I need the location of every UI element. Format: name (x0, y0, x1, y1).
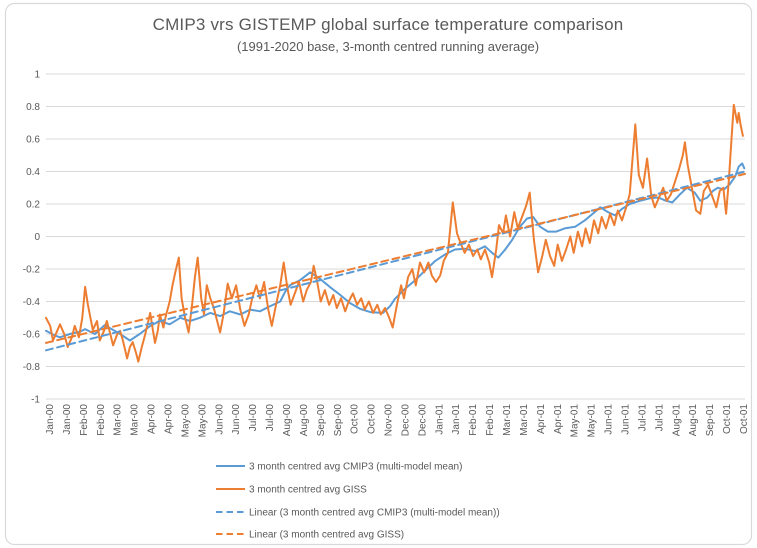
x-tick-label: Sep-00 (316, 404, 327, 437)
y-tick-label: 0.6 (26, 135, 40, 146)
x-tick-label: Jun-00 (214, 404, 225, 435)
x-tick-label: Oct-01 (722, 404, 733, 434)
x-tick-label: Jul-00 (248, 404, 259, 432)
x-tick-label: Sep-01 (705, 404, 716, 437)
y-tick-label: 0 (34, 232, 40, 243)
x-tick-label: Mar-00 (130, 404, 141, 436)
x-tick-label: Nov-00 (384, 404, 395, 437)
x-tick-label: Jun-01 (604, 404, 615, 435)
x-tick-label: Aug-01 (688, 404, 699, 437)
x-tick-label: Oct-00 (350, 404, 361, 434)
y-tick-label: -0.2 (23, 265, 41, 276)
legend-item-trend-cmip3-line[interactable]: Linear (3 month centred avg CMIP3 (multi… (216, 508, 500, 519)
y-tick-label: 0.2 (26, 200, 40, 211)
x-tick-label: Feb-00 (96, 404, 107, 436)
x-tick-label: Feb-01 (468, 404, 479, 436)
trend-giss-line[interactable] (45, 172, 746, 344)
x-tick-label: Jan-01 (434, 404, 445, 435)
y-tick-label: 0.4 (26, 167, 40, 178)
x-tick-label: Mar-01 (519, 404, 530, 436)
x-tick-label: Jun-00 (231, 404, 242, 435)
x-tick-label: Mar-00 (113, 404, 124, 436)
x-tick-label: May-01 (587, 404, 598, 438)
y-tick-label: 0.8 (26, 102, 40, 113)
x-tick-label: Aug-00 (282, 404, 293, 437)
x-tick-label: Jan-01 (451, 404, 462, 435)
x-tick-label: Jul-01 (637, 404, 648, 432)
x-tick-label: Dec-00 (417, 404, 428, 437)
gridlines (46, 73, 745, 400)
x-tick-label: May-00 (197, 404, 208, 438)
y-axis-labels: 1 0.8 0.6 0.4 0.2 0 -0.2 -0.4 -0.6 -0.8 -1 (23, 70, 41, 406)
chart-subtitle: (1991-2020 base, 3-month centred running… (237, 39, 539, 54)
x-tick-label: Mar-01 (502, 404, 513, 436)
x-tick-label: Aug-01 (671, 404, 682, 437)
x-tick-label: Jul-00 (265, 404, 276, 432)
x-tick-label: Feb-00 (79, 404, 90, 436)
x-tick-label: Aug-00 (299, 404, 310, 437)
plot-area (45, 103, 746, 363)
x-tick-label: Oct-01 (739, 404, 750, 434)
legend-label: Linear (3 month centred avg CMIP3 (multi… (249, 508, 500, 519)
x-tick-label: Jul-01 (654, 404, 665, 432)
y-tick-label: -0.4 (23, 297, 41, 308)
y-tick-label: -0.6 (23, 330, 41, 341)
legend-label: Linear (3 month centred avg GISS) (249, 530, 404, 541)
x-tick-label: Sep-00 (333, 404, 344, 437)
legend-item-series-cmip3-line[interactable]: 3 month centred avg CMIP3 (multi-model m… (216, 462, 462, 473)
x-tick-label: Dec-00 (400, 404, 411, 437)
x-tick-label: Jun-01 (621, 404, 632, 435)
x-tick-label: Apr-01 (536, 404, 547, 434)
y-tick-label: -0.8 (23, 362, 41, 373)
legend-item-series-giss-line[interactable]: 3 month centred avg GISS (216, 485, 367, 496)
y-tick-label: -1 (31, 395, 40, 406)
x-tick-label: May-01 (570, 404, 581, 438)
x-tick-label: Apr-00 (147, 404, 158, 434)
x-tick-label: Jan-00 (62, 404, 73, 435)
legend: 3 month centred avg CMIP3 (multi-model m… (216, 462, 500, 541)
x-tick-label: Jan-00 (45, 404, 56, 435)
y-tick-label: 1 (34, 70, 40, 81)
chart-title: CMIP3 vrs GISTEMP global surface tempera… (153, 15, 624, 34)
legend-item-trend-giss-line[interactable]: Linear (3 month centred avg GISS) (216, 530, 404, 541)
x-tick-label: Apr-01 (553, 404, 564, 434)
x-tick-label: Apr-00 (163, 404, 174, 434)
legend-label: 3 month centred avg CMIP3 (multi-model m… (249, 462, 462, 473)
x-tick-label: Feb-01 (485, 404, 496, 436)
legend-label: 3 month centred avg GISS (249, 485, 367, 496)
series-giss-line[interactable] (45, 103, 744, 363)
x-tick-label: Oct-00 (367, 404, 378, 434)
x-tick-label: May-00 (180, 404, 191, 438)
x-axis-labels: Jan-00 Jan-00 Feb-00 Feb-00 Mar-00 Mar-00 Apr-… (45, 404, 750, 438)
